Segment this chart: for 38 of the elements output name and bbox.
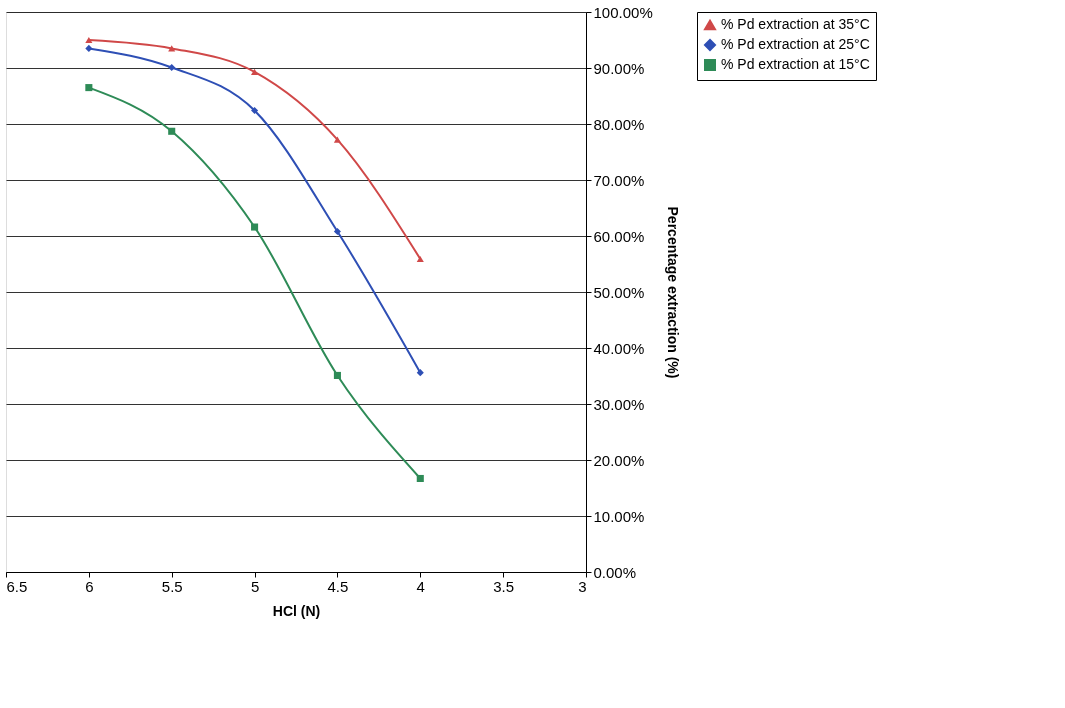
point [333,371,341,379]
y-tick-label: 100.00% [593,3,653,21]
point [333,136,341,143]
y-tick-label: 90.00% [593,59,645,77]
y-tick-label: 60.00% [593,227,645,245]
x-axis-title: HCl (N) [272,602,321,619]
point [251,68,259,75]
point [416,369,424,377]
y-axis-title: Percentage extraction (%) [664,206,681,379]
point [333,227,341,236]
y-tick-label: 10.00% [593,507,645,525]
x-tick-label: 3.5 [493,577,515,595]
legend-label: % Pd extraction at 35°C [721,16,870,32]
point [251,107,259,115]
y-tick-label: 0.00% [593,563,637,581]
y-tick-label: 70.00% [593,171,645,189]
point [85,36,93,44]
x-tick-label: 6 [85,577,94,595]
y-tick-label: 20.00% [593,451,645,469]
x-tick-label: 5.5 [161,577,183,595]
point [416,474,424,483]
x-tick-label: 4 [416,577,425,595]
x-tick-label: 6.5 [6,577,28,595]
legend-label: % Pd extraction at 15°C [721,56,870,72]
y-tick-label: 50.00% [593,283,645,301]
point [85,44,93,52]
y-tick-label: 40.00% [593,339,645,357]
x-tick-label: 3 [578,577,587,595]
point [251,223,259,231]
x-tick-label: 4.5 [327,577,349,595]
point [416,255,424,263]
point [168,127,176,135]
legend-label: % Pd extraction at 25°C [721,36,870,52]
point [168,63,176,71]
y-tick-label: 30.00% [593,395,645,413]
x-tick-label: 5 [250,577,260,595]
point [85,84,93,92]
y-tick-label: 80.00% [593,115,645,133]
